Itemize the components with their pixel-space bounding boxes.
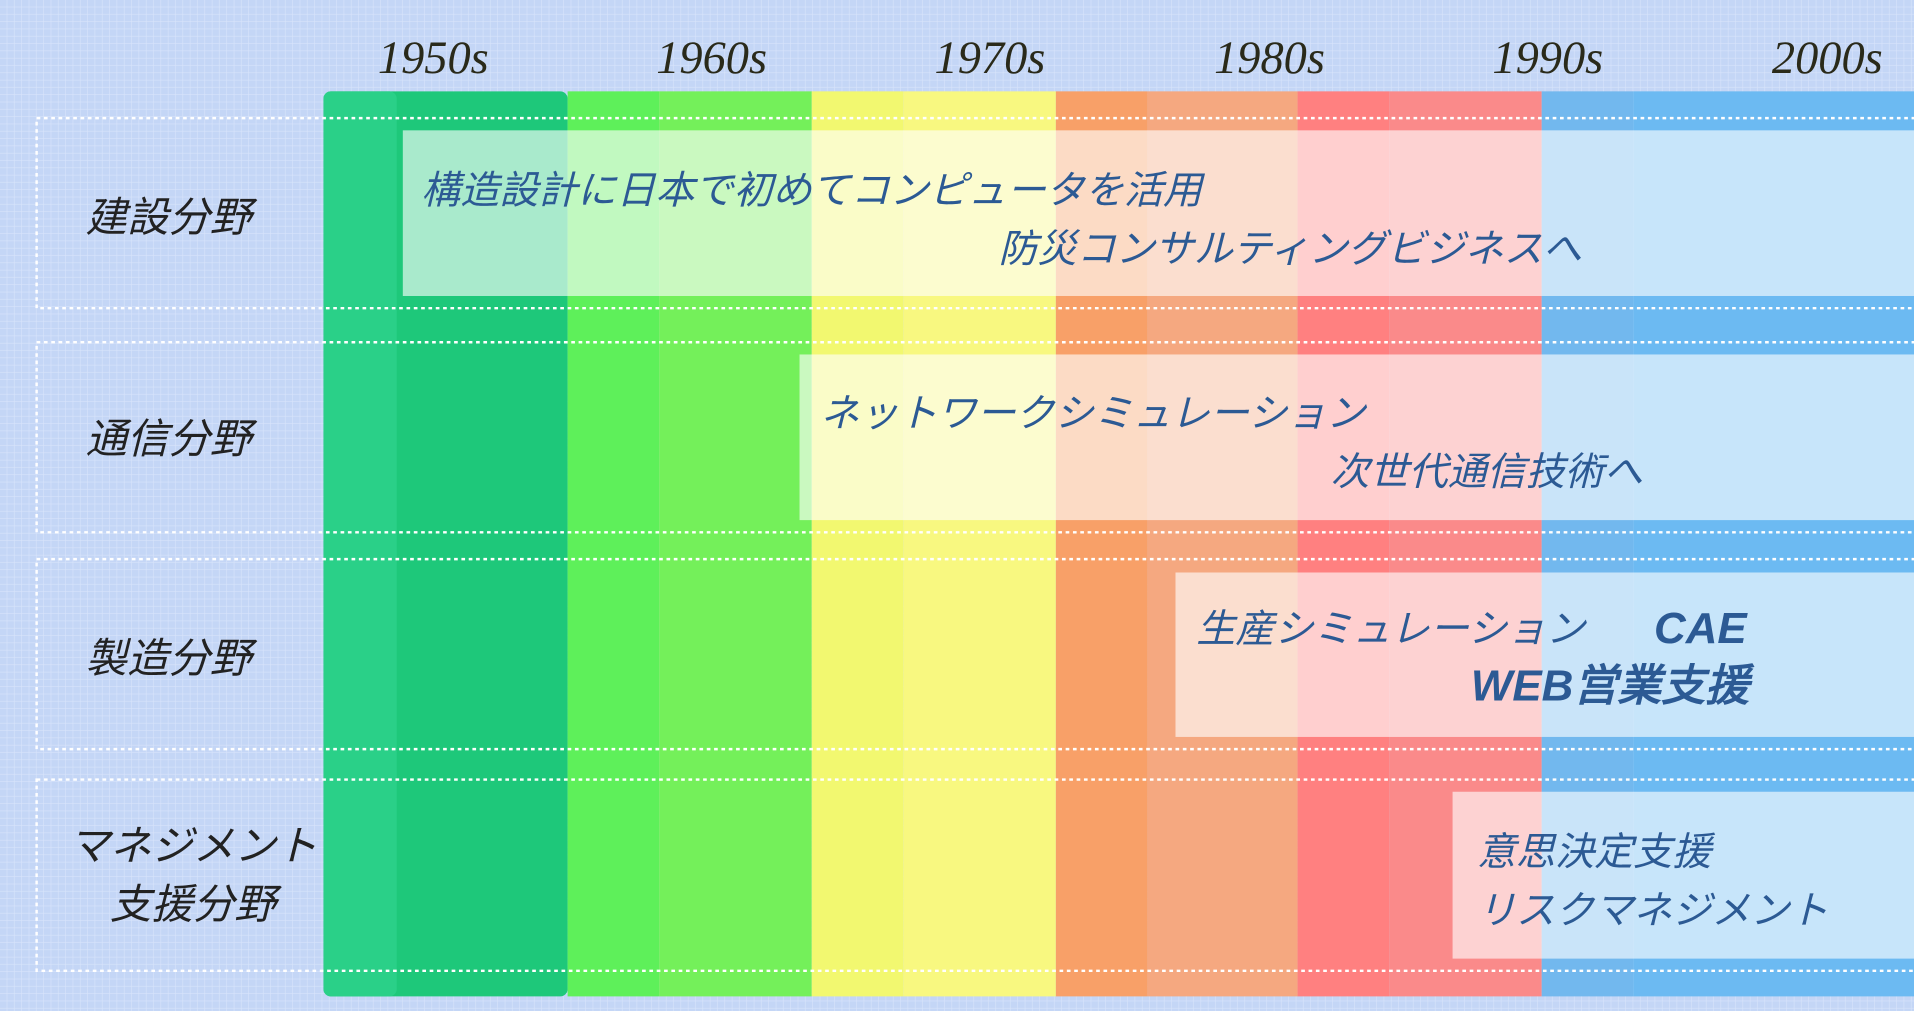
milestone: 意思決定支援 <box>1477 830 1715 875</box>
era-band <box>323 91 397 997</box>
row-frame <box>35 557 1914 751</box>
decade: 1950s <box>378 33 489 84</box>
row-frame <box>35 116 1914 310</box>
decade: 1960s <box>656 33 767 84</box>
row-frame <box>35 778 1914 973</box>
highlight <box>799 354 1914 521</box>
highlight <box>402 130 1914 296</box>
highlight <box>1452 791 1914 959</box>
milestone: 次世代通信技術へ <box>1331 450 1643 495</box>
milestone: 防災コンサルティングビジネスへ <box>999 227 1582 272</box>
decade: 2000s <box>1772 33 1883 84</box>
row-labels: 建設分野 通信分野 製造分野 マネジメント 支援分野 <box>68 193 317 928</box>
row-label: 通信分野 <box>85 415 257 463</box>
milestone: 生産シミュレーション <box>1196 607 1587 652</box>
row-label: 建設分野 <box>85 193 257 241</box>
highlights <box>402 130 1914 959</box>
milestone: リスクマネジメント <box>1477 888 1828 933</box>
milestone: CAE <box>1654 604 1748 653</box>
milestone: ネットワークシミュレーション <box>820 391 1367 436</box>
row-label: 製造分野 <box>85 634 257 682</box>
row-frame <box>35 341 1914 534</box>
decade: 1980s <box>1214 33 1325 84</box>
row-label: マネジメント <box>68 822 317 870</box>
milestone: 構造設計に日本で初めてコンピュータを活用 <box>421 168 1206 213</box>
decade-labels: 1950s 1960s 1970s 1980s 1990s 2000s <box>378 33 1883 84</box>
milestone: WEB営業支援 <box>1471 661 1755 710</box>
row-texts: 構造設計に日本で初めてコンピュータを活用 防災コンサルティングビジネスへ ネット… <box>421 168 1828 933</box>
decade: 1970s <box>935 33 1046 84</box>
field-rows <box>35 116 1914 973</box>
highlight <box>1175 572 1914 737</box>
row-label: 支援分野 <box>110 880 282 928</box>
decade: 1990s <box>1492 33 1603 84</box>
